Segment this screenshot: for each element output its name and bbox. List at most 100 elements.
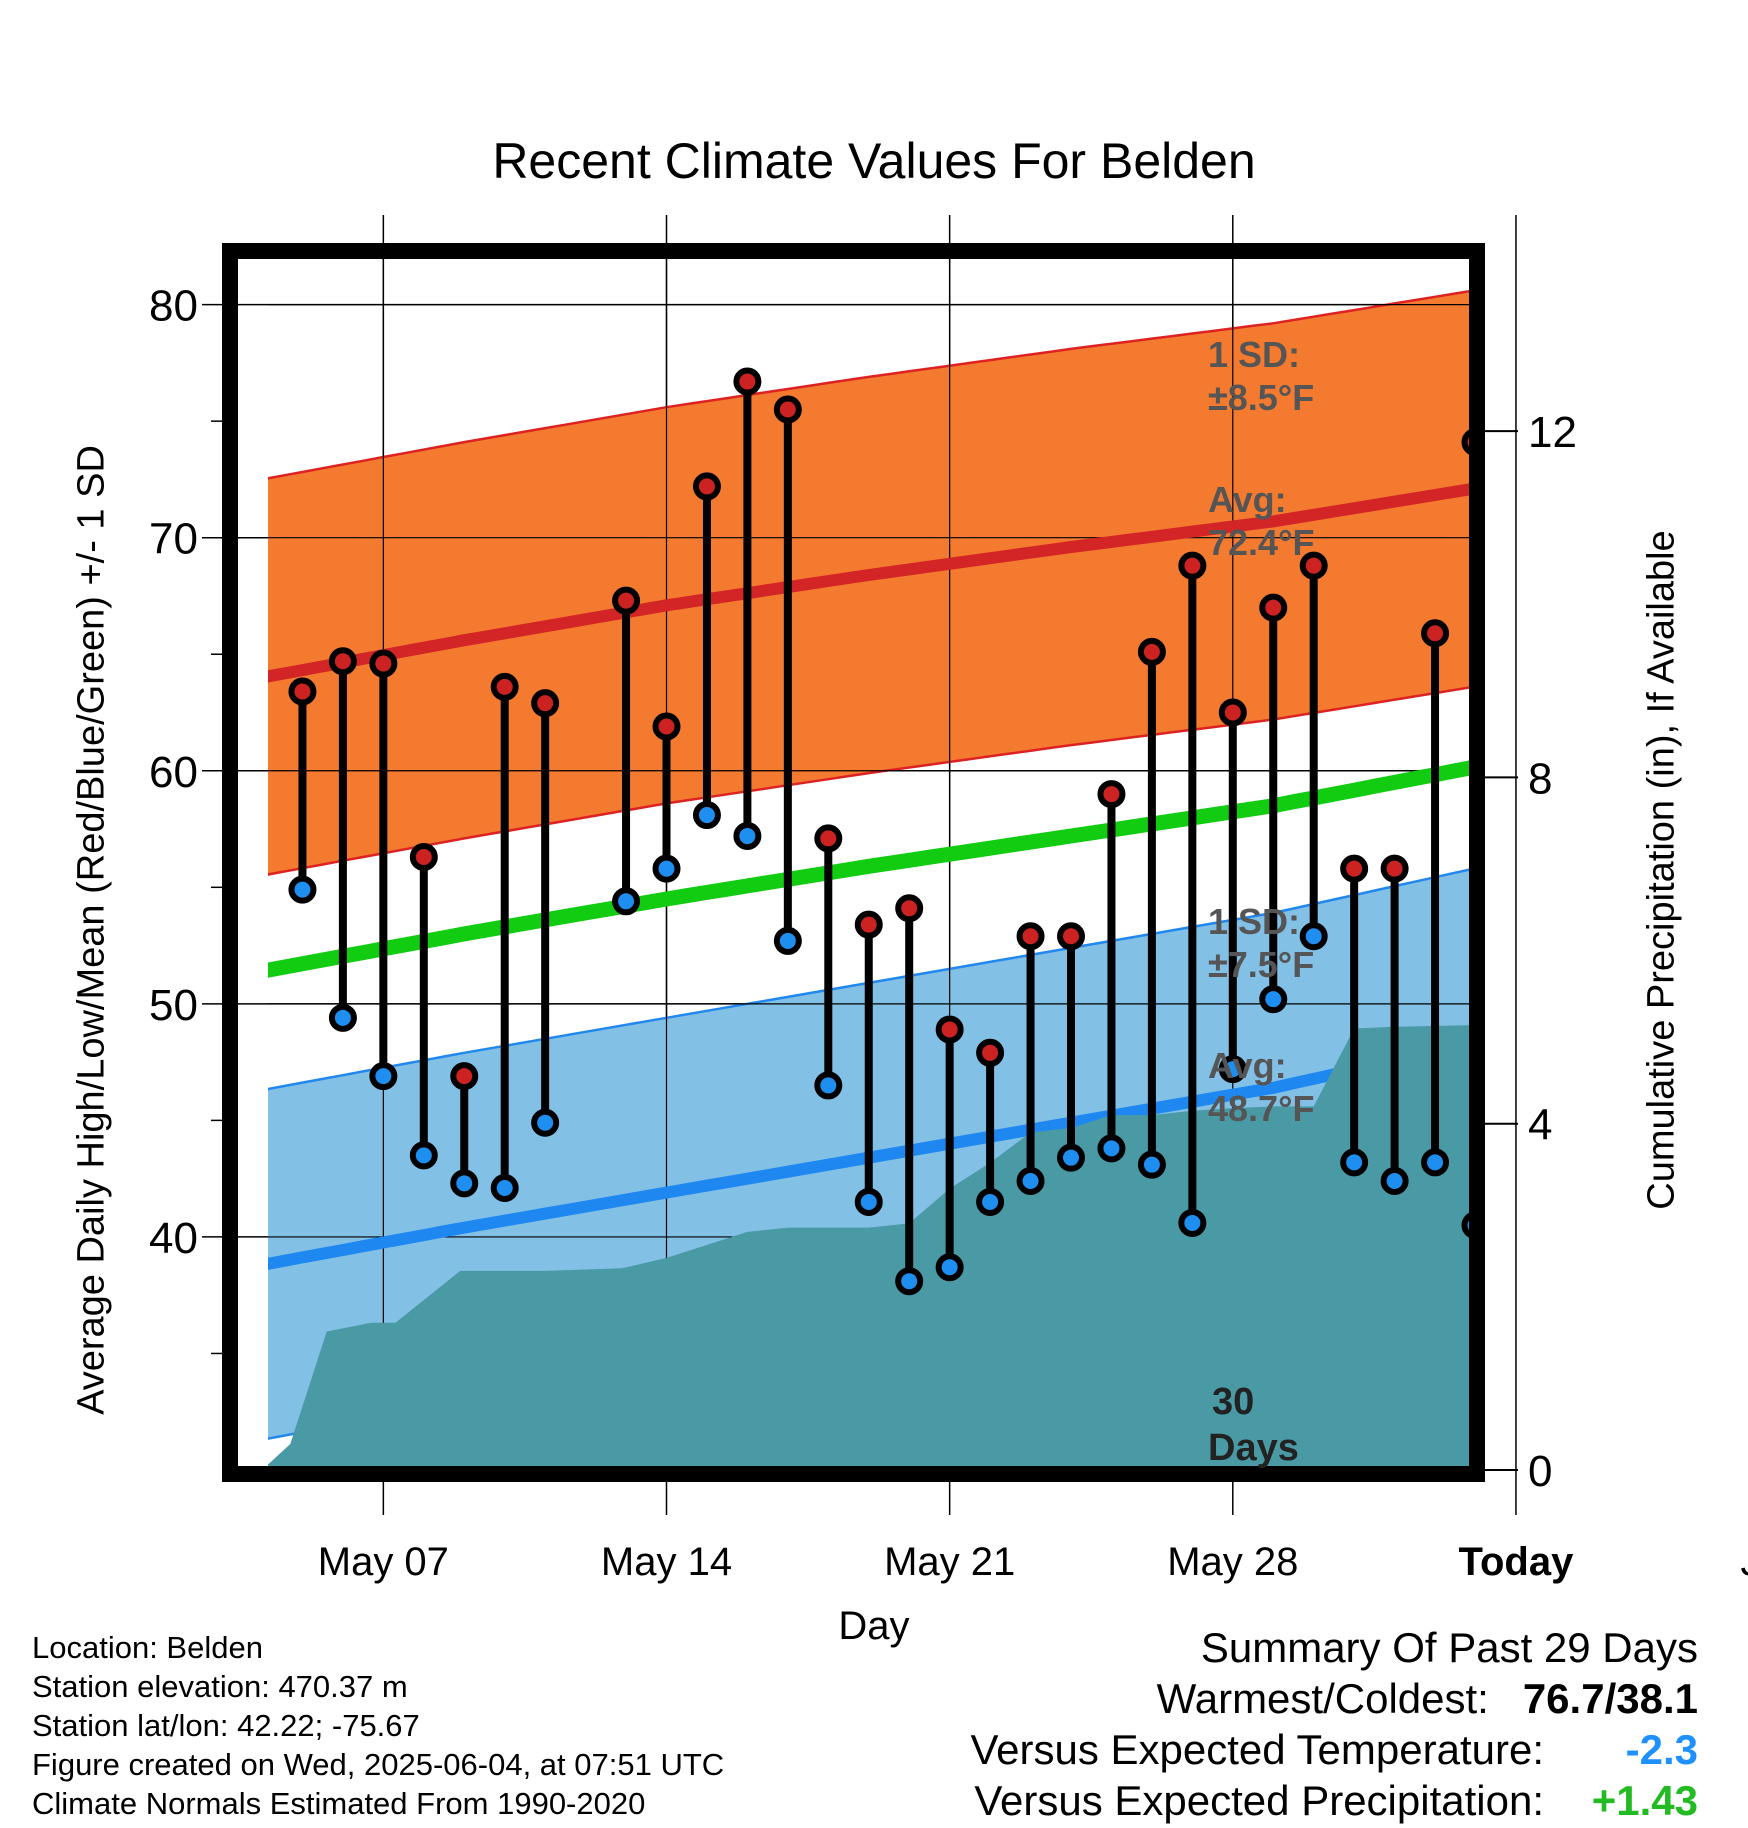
- daily-low-point-2: [369, 1062, 398, 1091]
- high-avg-value: 72.4°F: [1208, 522, 1314, 563]
- x-tick-label-2: May 21: [884, 1540, 1015, 1584]
- y-right-tick-label-2: 8: [1528, 754, 1552, 803]
- daily-high-point-23: [1259, 593, 1288, 622]
- elevation-text: Station elevation: 470.37 m: [32, 1669, 408, 1704]
- created-text: Figure created on Wed, 2025-06-04, at 07…: [32, 1747, 725, 1782]
- y-right-tick-label-3: 12: [1528, 408, 1577, 457]
- y-left-tick-label-1: 50: [149, 981, 198, 1030]
- summary-panel: Summary Of Past 29 Days Warmest/Coldest:…: [970, 1622, 1698, 1826]
- daily-low-point-11: [773, 926, 802, 955]
- daily-high-point-18: [1057, 922, 1085, 951]
- summary-precip-row: Versus Expected Precipitation: +1.43: [970, 1775, 1698, 1826]
- daily-low-point-0: [288, 875, 317, 904]
- daily-low-point-25: [1340, 1148, 1369, 1177]
- chart-title: Recent Climate Values For Belden: [492, 133, 1256, 189]
- high-band-lower-edge: [268, 685, 1472, 876]
- low-avg-label: Avg:: [1208, 1045, 1287, 1086]
- daily-high-point-6: [531, 689, 560, 718]
- low-sd-value: ±7.5°F: [1208, 944, 1314, 985]
- precip-deviation-value: +1.43: [1591, 1777, 1698, 1824]
- daily-low-point-16: [976, 1187, 1005, 1216]
- daily-low-point-8: [652, 854, 681, 883]
- x-tick-label-1: May 14: [601, 1540, 732, 1584]
- low-band-upper-edge: [268, 867, 1472, 1091]
- y-left-tick-label-0: 40: [149, 1214, 198, 1263]
- daily-high-point-17: [1016, 922, 1045, 951]
- y-right-tick-label-1: 4: [1528, 1101, 1552, 1150]
- daily-low-point-21: [1178, 1208, 1207, 1237]
- daily-low-point-6: [531, 1108, 560, 1137]
- daily-high-point-8: [652, 712, 681, 741]
- daily-low-point-24: [1299, 922, 1328, 951]
- daily-low-point-13: [854, 1187, 883, 1216]
- summary-warm-cold-row: Warmest/Coldest: 76.7/38.1: [970, 1673, 1698, 1724]
- station-metadata: Location: Belden Station elevation: 470.…: [32, 1628, 724, 1823]
- daily-low-point-1: [328, 1003, 357, 1032]
- summary-title: Summary Of Past 29 Days: [1200, 1624, 1698, 1671]
- daily-high-point-27: [1421, 619, 1450, 648]
- x-axis-label: Day: [838, 1604, 910, 1648]
- daily-high-point-25: [1340, 854, 1369, 883]
- daily-low-point-26: [1380, 1166, 1409, 1195]
- daily-low-point-3: [409, 1141, 438, 1170]
- daily-high-point-16: [976, 1038, 1005, 1067]
- x-tick-label-4: Today: [1459, 1540, 1575, 1584]
- daily-low-point-22: [1218, 1055, 1247, 1084]
- daily-low-point-27: [1421, 1148, 1450, 1177]
- y-left-tick-label-2: 60: [149, 748, 198, 797]
- y-left-tick-label-3: 70: [149, 515, 198, 564]
- daily-high-point-11: [773, 395, 802, 424]
- normal-high-line: [268, 482, 1472, 683]
- summary-temp-row: Versus Expected Temperature: -2.3: [970, 1724, 1698, 1775]
- x-tick-label-3: May 28: [1167, 1540, 1298, 1584]
- low-sd-label: 1 SD:: [1208, 901, 1300, 942]
- daily-high-point-22: [1218, 698, 1247, 727]
- temp-deviation-value: -2.3: [1625, 1726, 1698, 1773]
- plot-area: [268, 258, 1472, 1470]
- daily-high-point-12: [814, 824, 843, 853]
- y-axis-right-label: Cumulative Precipitation (in), If Availa…: [1640, 530, 1683, 1210]
- high-sd-label: 1 SD:: [1208, 334, 1300, 375]
- daily-high-point-24: [1299, 551, 1328, 580]
- daily-high-point-0: [288, 677, 317, 706]
- daily-low-point-5: [490, 1173, 519, 1202]
- high-sd-band: [268, 290, 1472, 875]
- daily-low-point-10: [733, 822, 762, 851]
- daily-high-point-19: [1097, 780, 1126, 809]
- daily-high-point-1: [328, 647, 357, 676]
- daily-high-point-5: [490, 672, 519, 701]
- daily-high-point-3: [409, 843, 438, 872]
- y-right-tick-label-0: 0: [1528, 1447, 1552, 1496]
- daily-low-point-4: [450, 1169, 479, 1198]
- normal-low-line: [268, 1037, 1472, 1270]
- daily-low-point-14: [895, 1267, 924, 1296]
- precip-deviation-label: Versus Expected Precipitation:: [974, 1777, 1544, 1824]
- days-count-label: 30: [1212, 1381, 1254, 1423]
- high-sd-value: ±8.5°F: [1208, 377, 1314, 418]
- daily-high-point-26: [1380, 854, 1409, 883]
- latlon-text: Station lat/lon: 42.22; -75.67: [32, 1708, 420, 1743]
- daily-high-point-9: [692, 472, 721, 501]
- daily-high-point-21: [1178, 551, 1207, 580]
- daily-high-point-10: [733, 367, 762, 396]
- daily-low-point-23: [1259, 985, 1288, 1014]
- plot-frame: [222, 243, 1485, 1482]
- x-tick-label-5: Jun 11: [1741, 1540, 1748, 1584]
- high-avg-label: Avg:: [1208, 479, 1287, 520]
- daily-high-point-14: [895, 894, 924, 923]
- daily-high-point-13: [854, 910, 883, 939]
- daily-high-point-15: [935, 1015, 964, 1044]
- daily-low-point-17: [1016, 1166, 1045, 1195]
- daily-high-point-20: [1137, 637, 1166, 666]
- daily-low-point-15: [935, 1253, 964, 1282]
- days-label: Days: [1208, 1427, 1299, 1469]
- y-left-tick-label-4: 80: [149, 282, 198, 331]
- high-band-upper-edge: [268, 289, 1472, 480]
- daily-high-point-4: [450, 1062, 479, 1091]
- low-avg-value: 48.7°F: [1208, 1088, 1314, 1129]
- daily-low-point-19: [1097, 1134, 1126, 1163]
- warm-cold-value: 76.7/38.1: [1522, 1675, 1698, 1722]
- daily-low-point-20: [1137, 1150, 1166, 1179]
- warm-cold-label: Warmest/Coldest:: [1156, 1675, 1489, 1722]
